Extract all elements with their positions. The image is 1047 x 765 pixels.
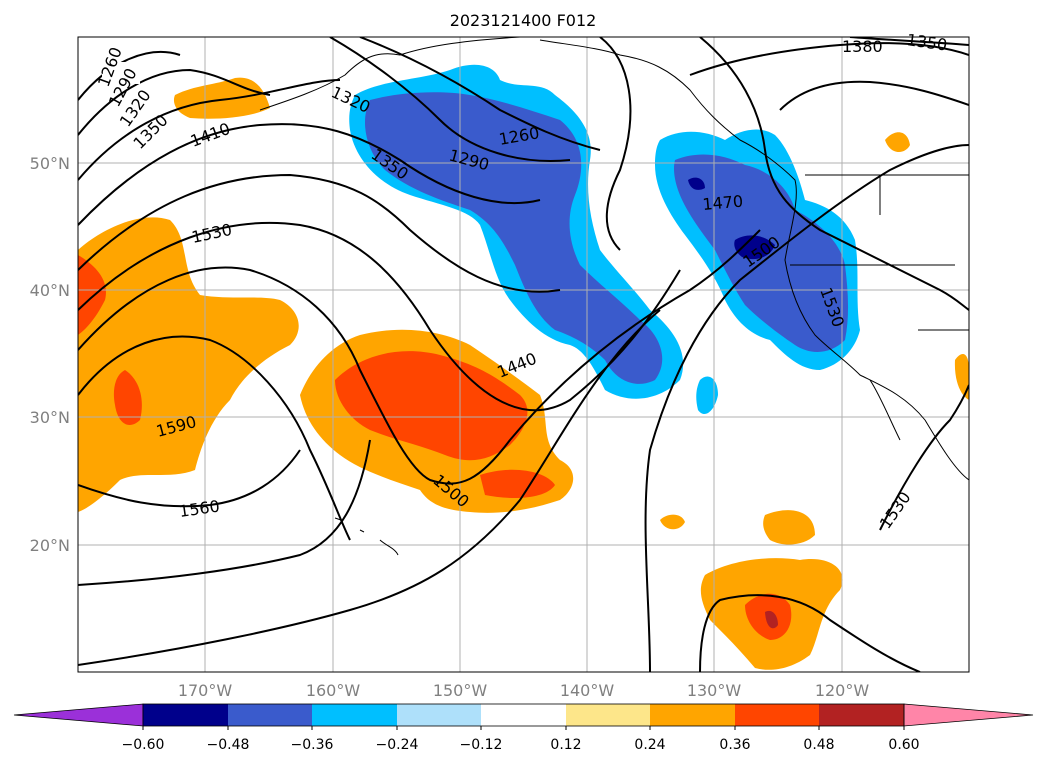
lon-label-170w: 170°W — [178, 681, 233, 700]
shade-neg-east-core — [688, 177, 775, 260]
colorbar-bin — [397, 704, 481, 726]
colorbar-bin — [819, 704, 904, 726]
colorbar-bin — [228, 704, 312, 726]
map-title: 2023121400 F012 — [450, 11, 597, 30]
lon-label-140w: 140°W — [560, 681, 615, 700]
map-panel: 1260 1290 1320 1350 1410 1320 1350 1260 … — [77, 30, 970, 673]
lon-label-150w: 150°W — [433, 681, 488, 700]
colorbar-tick-label: −0.12 — [460, 737, 503, 753]
lat-label-20: 20°N — [30, 536, 70, 555]
colorbar-tick-label: −0.24 — [376, 737, 419, 753]
shade-pos-central-inner — [335, 351, 555, 498]
longitude-labels: 170°W 160°W 150°W 140°W 130°W 120°W — [178, 681, 870, 700]
colorbar-tick-label: 0.60 — [888, 737, 919, 753]
colorbar-bin — [566, 704, 650, 726]
colorbar-bin — [312, 704, 397, 726]
colorbar-tick-label: 0.24 — [634, 737, 665, 753]
shade-pos-west-inner — [78, 255, 142, 425]
negative-anomaly-shading — [349, 64, 860, 415]
colorbar: −0.60 −0.48 −0.36 −0.24 −0.12 0.12 0.24 … — [13, 703, 1034, 753]
colorbar-tick-label: 0.36 — [719, 737, 750, 753]
positive-anomaly-shading — [78, 77, 969, 670]
colorbar-tick-label: 0.12 — [550, 737, 581, 753]
colorbar-tick-label: 0.48 — [803, 737, 834, 753]
colorbar-tick-label: −0.60 — [122, 737, 165, 753]
colorbar-bin — [143, 704, 228, 726]
colorbar-extend-high — [903, 703, 1034, 727]
colorbar-tick-marks — [142, 726, 905, 730]
lat-label-30: 30°N — [30, 408, 70, 427]
shade-pos-south-east-outer — [700, 510, 843, 670]
lat-label-50: 50°N — [30, 154, 70, 173]
contour-label: 1380 — [842, 37, 883, 56]
colorbar-bin — [481, 704, 566, 726]
colorbar-bin — [650, 704, 735, 726]
lon-label-160w: 160°W — [306, 681, 361, 700]
shade-neg-small — [696, 376, 718, 415]
map-frame — [77, 36, 970, 673]
gridlines — [78, 37, 969, 672]
lon-label-130w: 130°W — [687, 681, 742, 700]
colorbar-tick-label: −0.48 — [207, 737, 250, 753]
latitude-labels: 50°N 40°N 30°N 20°N — [30, 154, 70, 555]
shade-neg-north-inner — [365, 92, 663, 384]
colorbar-tick-label: −0.36 — [291, 737, 334, 753]
lon-label-120w: 120°W — [815, 681, 870, 700]
contour-label: 1470 — [702, 192, 744, 214]
height-contours — [78, 37, 969, 672]
coastlines — [259, 37, 969, 556]
shade-pos-west-outer — [78, 217, 299, 512]
colorbar-bin — [735, 704, 819, 726]
shade-pos-south-east-core — [765, 610, 778, 629]
colorbar-extend-low — [13, 703, 144, 727]
lat-label-40: 40°N — [30, 281, 70, 300]
